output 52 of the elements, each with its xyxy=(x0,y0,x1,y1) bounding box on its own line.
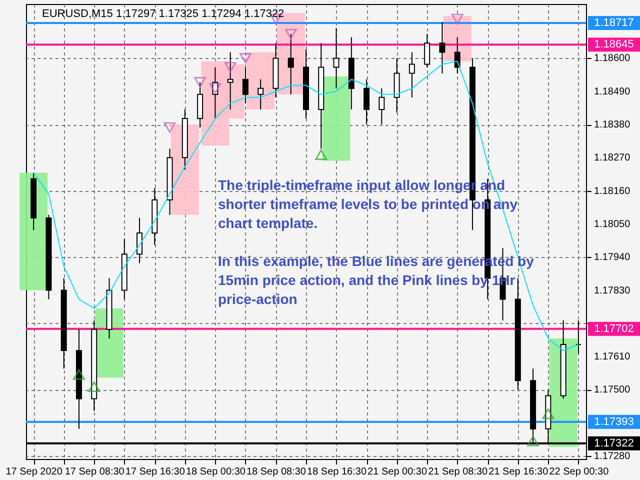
x-tick-label: 21 Sep 16:30 xyxy=(488,466,549,478)
candlestick xyxy=(364,78,370,126)
x-tick-label: 22 Sep 00:30 xyxy=(549,466,610,478)
point xyxy=(542,408,554,420)
candlestick xyxy=(408,52,415,98)
y-tick-label: 1.18600 xyxy=(594,53,631,64)
bar xyxy=(322,76,350,161)
y-tick-label: 1.17500 xyxy=(594,384,631,396)
point xyxy=(451,14,464,24)
candlestick xyxy=(575,320,582,354)
chart-title: EURUSD,M15 1.17297 1.17325 1.17294 1.17322 xyxy=(42,8,284,20)
y-tick-label: 1.18270 xyxy=(594,152,631,164)
point xyxy=(239,52,252,64)
ref-line-label: 1.17702 xyxy=(594,322,634,335)
point xyxy=(72,369,85,380)
candlestick xyxy=(439,22,446,74)
y-tick-label: 1.18160 xyxy=(594,186,631,197)
y-tick-label: 1.17940 xyxy=(594,252,631,264)
candlestick xyxy=(242,66,248,104)
y-tick-label: 1.17610 xyxy=(594,352,631,363)
ref-line-label: 1.17322 xyxy=(594,437,634,450)
point xyxy=(284,28,297,40)
y-tick-label: 1.18380 xyxy=(594,120,631,131)
candlestick xyxy=(258,78,264,110)
point xyxy=(194,77,206,88)
x-tick-label: 18 Sep 16:30 xyxy=(307,466,367,478)
point xyxy=(164,122,176,133)
candlestick xyxy=(288,34,294,95)
y-tick-label: 1.18050 xyxy=(594,218,631,230)
point xyxy=(209,83,222,94)
point xyxy=(224,62,236,73)
candlestick xyxy=(333,28,340,89)
ref-line-label: 1.18717 xyxy=(594,16,634,29)
x-tick-label: 18 Sep 08:30 xyxy=(246,466,306,478)
y-tick-label: 1.17280 xyxy=(594,450,631,462)
x-tick-label: 17 Sep 08:30 xyxy=(64,466,125,478)
x-tick-label: 17 Sep 2020 xyxy=(6,466,63,478)
candlestick xyxy=(424,34,430,68)
point xyxy=(315,149,328,160)
x-tick-label: 21 Sep 08:30 xyxy=(428,466,488,478)
x-tick-label: 18 Sep 00:30 xyxy=(186,466,246,478)
x-tick-label: 21 Sep 00:30 xyxy=(368,466,428,478)
ref-line-label: 1.17393 xyxy=(594,416,634,428)
x-tick-label: 17 Sep 16:30 xyxy=(125,466,186,478)
candlestick xyxy=(454,36,460,74)
point xyxy=(88,381,100,392)
y-tick-label: 1.17830 xyxy=(594,285,631,296)
point xyxy=(527,436,540,446)
candlestick xyxy=(136,217,143,264)
candlestick xyxy=(378,88,385,126)
ref-line-label: 1.18645 xyxy=(594,38,634,51)
y-tick-label: 1.18490 xyxy=(594,86,631,98)
